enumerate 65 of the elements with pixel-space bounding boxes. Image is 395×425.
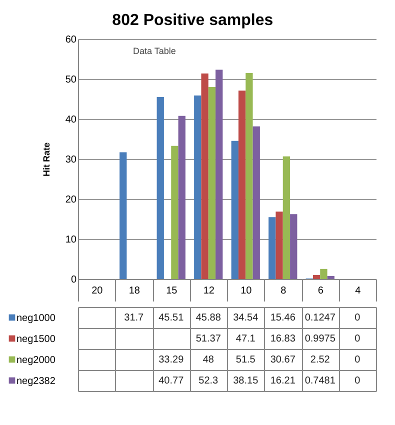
bar [282,156,290,279]
legend-label: neg1500 [16,334,56,345]
bar [327,276,334,279]
data-label: 34.54 [233,312,259,324]
bar [208,87,216,279]
data-label: 38.15 [233,376,259,386]
bar [156,96,164,279]
data-label: 16.83 [270,334,296,344]
data-label: 45.51 [158,312,184,324]
bar [320,268,328,279]
data-label: 48 [202,354,214,366]
bar [290,214,298,279]
y-tick-label: 60 [65,34,77,46]
data-label: 0.7481 [304,376,336,386]
legend-label: neg2382 [16,376,56,387]
bar [120,152,127,279]
legend-label: neg1000 [16,313,56,324]
x-tick-label: 6 [318,286,324,296]
y-tick-label: 10 [65,234,77,246]
data-label: 51.37 [196,334,222,344]
bar [216,70,223,279]
data-label: 0.9975 [304,334,336,344]
x-tick-label: 20 [92,286,104,296]
data-label: 0.1247 [304,312,336,324]
data-label: 0 [354,312,361,324]
y-tick-label: 20 [65,194,77,206]
x-tick-label: 8 [280,286,287,296]
bar [178,116,186,279]
x-tick-label: 15 [166,286,178,296]
bar [201,74,208,279]
bar [252,126,260,279]
data-label: 45.88 [196,312,222,324]
bar [171,146,178,279]
data-label: 0 [354,354,361,366]
data-label: 16.21 [270,376,296,386]
y-tick-label: 0 [70,274,77,286]
data-label: 15.46 [270,312,296,324]
annotation: Data Table [133,46,176,56]
data-label: 30.67 [270,354,296,366]
x-tick-label: 10 [240,286,252,296]
y-tick-label: 30 [65,154,77,166]
bar [312,275,320,279]
data-label: 47.1 [236,334,256,344]
x-tick-label: 12 [203,286,215,296]
bar [238,90,246,279]
data-label: 0 [354,334,361,344]
chart-title: 802 Positive samples [112,12,274,29]
x-tick-label: 4 [355,286,362,296]
x-tick-label: 18 [128,286,140,296]
y-axis-title: Hit Rate [41,142,52,177]
bar [246,73,253,279]
data-label: 2.52 [310,354,330,366]
data-label: 31.7 [124,312,144,324]
bar [231,140,238,279]
data-label: 52.3 [198,376,219,386]
y-tick-label: 50 [65,74,77,86]
y-tick-label: 40 [65,114,77,126]
bar [268,217,276,279]
bar [276,212,283,279]
data-label: 51.5 [236,354,256,366]
data-label: 40.77 [158,376,184,386]
legend-label: neg2000 [16,355,56,366]
data-label: 0 [354,376,361,386]
bar [194,95,202,279]
data-label: 33.29 [158,354,184,366]
